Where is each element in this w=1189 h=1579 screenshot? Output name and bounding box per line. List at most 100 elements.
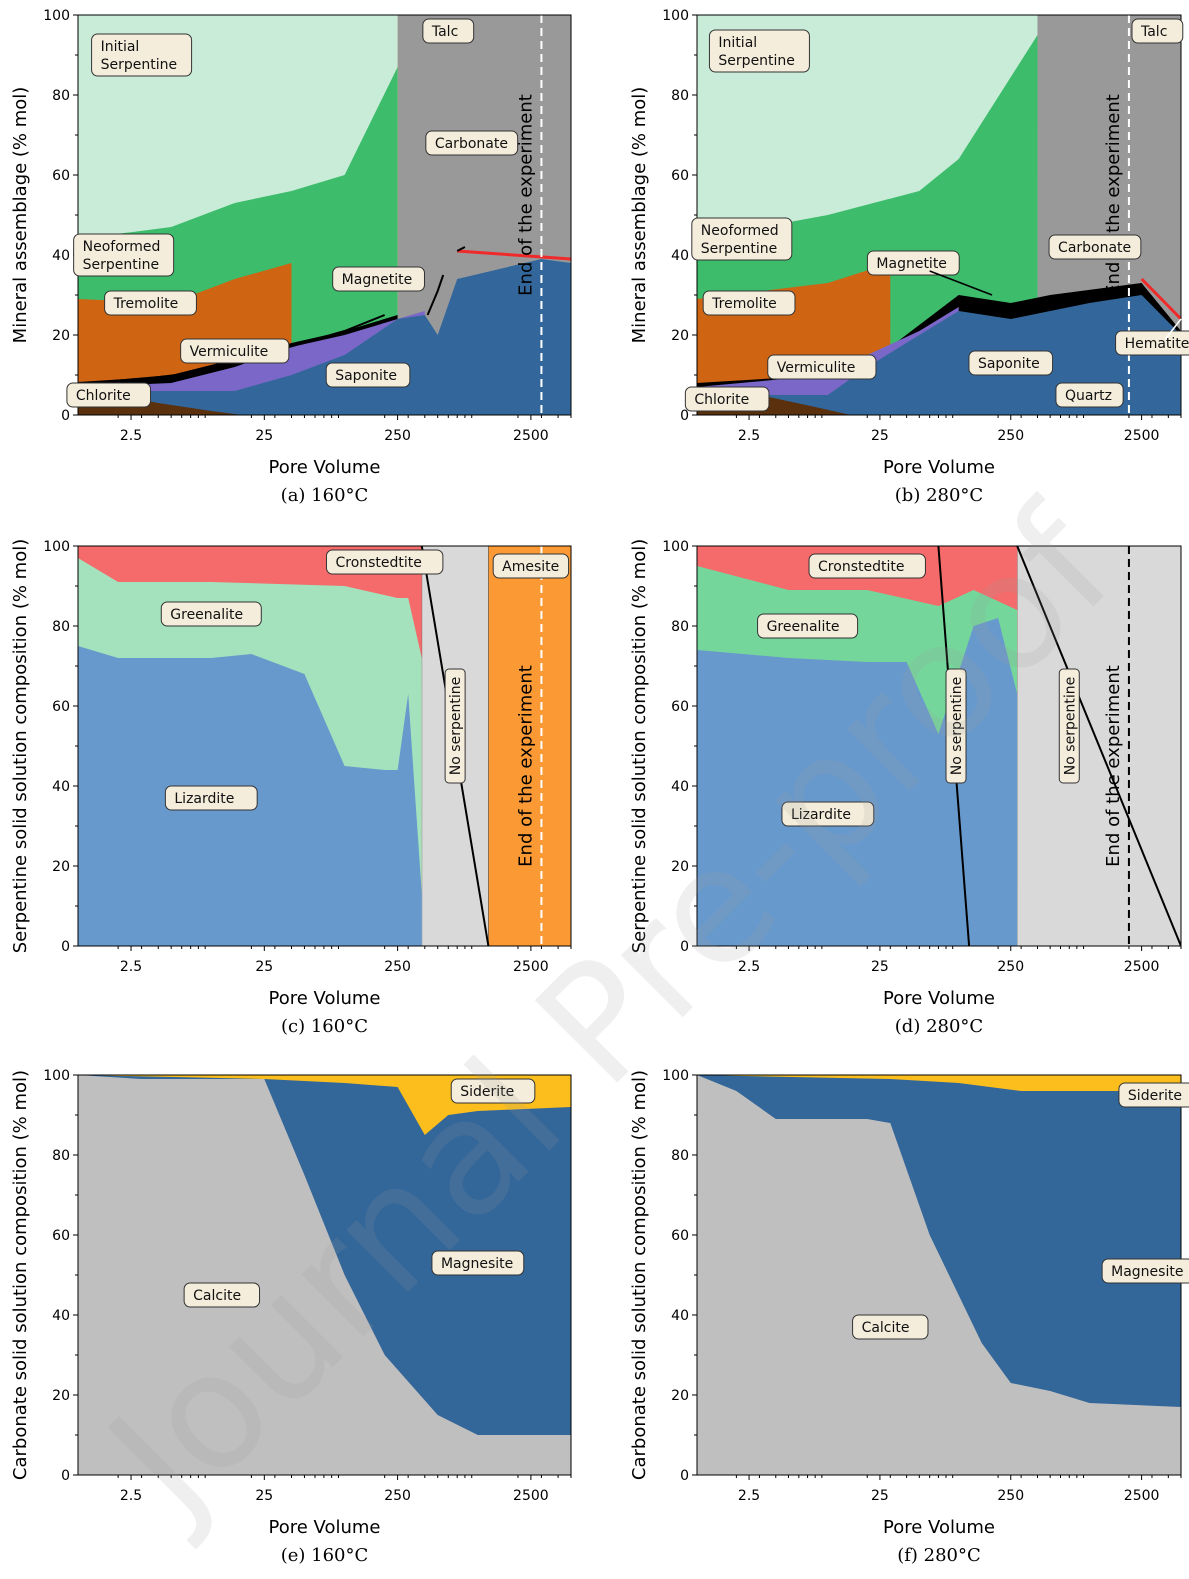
label-text: Tremolite bbox=[113, 296, 179, 312]
label-text: Cronstedtite bbox=[335, 555, 421, 571]
x-tick-label: 25 bbox=[255, 1488, 273, 1504]
x-tick-label: 25 bbox=[871, 959, 889, 975]
magnetite-arrow bbox=[929, 270, 993, 296]
panel-d: End of the experiment No serpentine No ser… bbox=[629, 539, 1182, 1037]
label-text: Lizardite bbox=[174, 791, 234, 807]
y-tick-label: 0 bbox=[680, 1468, 689, 1484]
label-siderite: Siderite bbox=[1118, 1082, 1189, 1108]
label-talc: Talc bbox=[1131, 18, 1184, 44]
no-serpentine-label-box: No serpentine bbox=[1058, 668, 1080, 784]
x-tick-label: 2500 bbox=[1124, 959, 1160, 975]
label-magnesite: Magnesite bbox=[1101, 1258, 1189, 1284]
y-tick-label: 0 bbox=[61, 408, 70, 424]
x-tick-label: 250 bbox=[384, 959, 411, 975]
label-text: Magnesite bbox=[441, 1256, 513, 1272]
no-serpentine-label-box: No serpentine bbox=[444, 668, 466, 784]
y-axis-title: Serpentine solid solution composition (%… bbox=[10, 539, 31, 954]
label-text: Tremolite bbox=[711, 296, 777, 312]
y-tick-label: 40 bbox=[52, 248, 70, 264]
x-axis-title: Pore Volume bbox=[883, 1517, 995, 1538]
panel-c: End of the experiment No serpentine 0 20 40 6… bbox=[10, 539, 572, 1037]
x-tick-label: 250 bbox=[997, 428, 1024, 444]
y-tick-label: 80 bbox=[671, 88, 689, 104]
y-tick-label: 20 bbox=[671, 328, 689, 344]
y-tick-label: 20 bbox=[671, 859, 689, 875]
area-calcite bbox=[78, 1075, 571, 1475]
label-text: Initial bbox=[101, 39, 140, 55]
y-tick-label: 80 bbox=[52, 1148, 70, 1164]
label-magnesite: Magnesite bbox=[431, 1250, 525, 1276]
label-greenalite: Greenalite bbox=[757, 613, 859, 639]
no-serpentine-label: No serpentine bbox=[448, 677, 464, 775]
y-tick-label: 40 bbox=[671, 1308, 689, 1324]
label-text: Calcite bbox=[193, 1288, 241, 1304]
x-tick-label: 2.5 bbox=[738, 428, 760, 444]
label-saponite: Saponite bbox=[325, 362, 411, 388]
label-text: Calcite bbox=[862, 1320, 910, 1336]
y-tick-label: 100 bbox=[43, 1068, 70, 1084]
label-amesite: Amesite bbox=[492, 553, 570, 579]
end-of-experiment-label: End of the experiment bbox=[515, 94, 536, 296]
plot-area: End of the experiment No serpentine No ser… bbox=[697, 546, 1181, 946]
x-tick-label: 25 bbox=[871, 1488, 889, 1504]
label-text: Carbonate bbox=[435, 136, 508, 152]
label-chlorite: Chlorite bbox=[66, 382, 152, 408]
x-tick-label: 2500 bbox=[1124, 1488, 1160, 1504]
plot-area: End of the experiment bbox=[697, 15, 1181, 415]
label-initial-serpentine: Initial Serpentine bbox=[91, 33, 193, 77]
no-serpentine-label: No serpentine bbox=[949, 677, 965, 775]
y-tick-label: 60 bbox=[671, 699, 689, 715]
label-chlorite: Chlorite bbox=[684, 386, 770, 412]
no-serpentine-label-box: No serpentine bbox=[945, 668, 967, 784]
x-tick-label: 25 bbox=[871, 428, 889, 444]
label-text: Talc bbox=[1140, 24, 1167, 40]
y-tick-label: 80 bbox=[671, 619, 689, 635]
label-text: Serpentine bbox=[83, 257, 160, 273]
label-text: Siderite bbox=[1128, 1088, 1182, 1104]
y-tick-label: 40 bbox=[52, 1308, 70, 1324]
y-tick-label: 0 bbox=[61, 939, 70, 955]
end-of-experiment-label: End of the experiment bbox=[515, 665, 536, 867]
y-tick-label: 100 bbox=[43, 539, 70, 555]
end-of-experiment-label: End of the experiment bbox=[1103, 94, 1124, 296]
y-tick-label: 60 bbox=[52, 1228, 70, 1244]
label-text: Serpentine bbox=[718, 53, 795, 69]
x-tick-label: 2.5 bbox=[738, 959, 760, 975]
label-vermiculite: Vermiculite bbox=[180, 338, 290, 364]
label-calcite: Calcite bbox=[183, 1282, 261, 1308]
label-lizardite: Lizardite bbox=[781, 801, 875, 827]
label-quartz: Quartz bbox=[1055, 382, 1124, 408]
label-text: Talc bbox=[431, 24, 458, 40]
area-hematite bbox=[1140, 277, 1181, 321]
y-tick-label: 40 bbox=[671, 248, 689, 264]
area-calcite bbox=[697, 1075, 1181, 1475]
x-tick-label: 2.5 bbox=[120, 428, 142, 444]
x-tick-label: 250 bbox=[997, 1488, 1024, 1504]
panel-b: End of the experiment 0 20 40 60 80 100 2.5 25 25… bbox=[629, 8, 1189, 506]
panel-caption: (e) 160°C bbox=[281, 1545, 369, 1566]
x-tick-label: 2500 bbox=[1124, 428, 1160, 444]
y-tick-label: 20 bbox=[52, 859, 70, 875]
label-text: Cronstedtite bbox=[818, 559, 904, 575]
label-text: Vermiculite bbox=[777, 360, 856, 376]
y-tick-label: 80 bbox=[52, 88, 70, 104]
y-tick-label: 100 bbox=[662, 1068, 689, 1084]
y-tick-label: 0 bbox=[680, 408, 689, 424]
x-axis-title: Pore Volume bbox=[883, 988, 995, 1009]
y-tick-label: 60 bbox=[52, 168, 70, 184]
y-tick-label: 80 bbox=[52, 619, 70, 635]
label-magnetite: Magnetite bbox=[866, 250, 960, 276]
y-tick-label: 40 bbox=[671, 779, 689, 795]
label-cronstedtite: Cronstedtite bbox=[325, 549, 444, 575]
x-tick-label: 2500 bbox=[513, 428, 549, 444]
magnetite-line bbox=[426, 274, 445, 316]
x-tick-label: 2500 bbox=[513, 959, 549, 975]
label-text: Amesite bbox=[502, 559, 559, 575]
label-magnetite: Magnetite bbox=[332, 266, 425, 292]
x-axis-title: Pore Volume bbox=[269, 457, 381, 478]
label-text: Greenalite bbox=[170, 607, 243, 623]
label-saponite: Saponite bbox=[968, 350, 1054, 376]
y-tick-label: 60 bbox=[671, 1228, 689, 1244]
no-serpentine-label: No serpentine bbox=[1062, 677, 1078, 775]
